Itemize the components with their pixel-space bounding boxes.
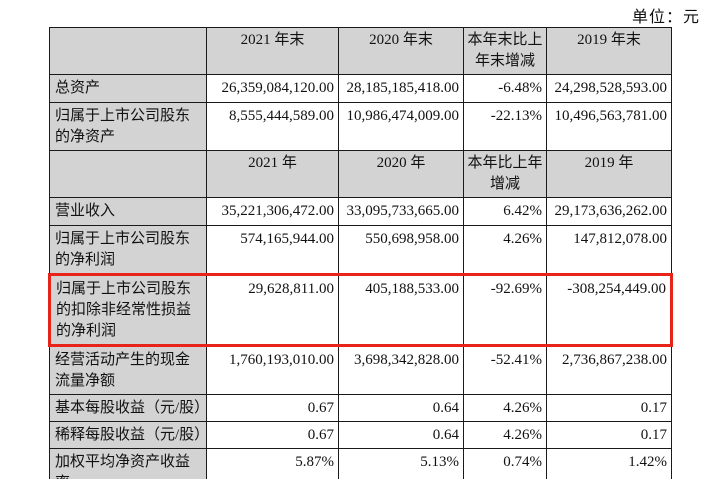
value-2020: 5.13% — [338, 448, 464, 479]
row-label: 营业收入 — [49, 197, 207, 226]
row-label: 总资产 — [49, 74, 207, 103]
value-2020: 405,188,533.00 — [338, 273, 464, 347]
value-2019: 147,812,078.00 — [546, 225, 672, 275]
table-row-weighted-average-roe: 加权平均净资产收益率 5.87% 5.13% 0.74% 1.42% — [49, 448, 672, 479]
value-2019: -308,254,449.00 — [546, 273, 673, 347]
value-2020: 550,698,958.00 — [338, 225, 464, 275]
value-change: -92.69% — [463, 273, 547, 347]
table-row-operating-revenue: 营业收入 35,221,306,472.00 33,095,733,665.00… — [49, 197, 672, 226]
value-2021: 0.67 — [206, 421, 339, 449]
value-change: 4.26% — [463, 225, 547, 275]
row-label: 基本每股收益（元/股） — [49, 394, 207, 422]
table-row-net-assets: 归属于上市公司股东的净资产 8,555,444,589.00 10,986,47… — [49, 102, 672, 151]
key-financial-data-table: 2021 年末 2020 年末 本年末比上年末增减 2019 年末 总资产 26… — [48, 27, 673, 479]
value-change: -6.48% — [463, 74, 547, 103]
value-2019: 1.42% — [546, 448, 672, 479]
value-change: -22.13% — [463, 102, 547, 151]
header-cell-empty — [49, 27, 207, 75]
table-header-year-end: 2021 年末 2020 年末 本年末比上年末增减 2019 年末 — [49, 27, 672, 75]
value-2020: 3,698,342,828.00 — [338, 345, 464, 395]
value-2019: 10,496,563,781.00 — [546, 102, 672, 151]
table-row-operating-cash-flow: 经营活动产生的现金流量净额 1,760,193,010.00 3,698,342… — [49, 345, 672, 395]
value-2020: 0.64 — [338, 421, 464, 449]
table-row-net-profit: 归属于上市公司股东的净利润 574,165,944.00 550,698,958… — [49, 225, 672, 275]
header-cell-2020-year-end: 2020 年末 — [338, 27, 464, 75]
header-cell-empty — [49, 150, 207, 198]
value-2019: 2,736,867,238.00 — [546, 345, 672, 395]
header-cell-2019: 2019 年 — [546, 150, 672, 198]
row-label: 归属于上市公司股东的扣除非经常性损益的净利润 — [48, 273, 207, 347]
value-2021: 5.87% — [206, 448, 339, 479]
value-2021: 0.67 — [206, 394, 339, 422]
value-2021: 35,221,306,472.00 — [206, 197, 339, 226]
value-2021: 574,165,944.00 — [206, 225, 339, 275]
value-2019: 24,298,528,593.00 — [546, 74, 672, 103]
highlighted-row-non-recurring-net-profit: 归属于上市公司股东的扣除非经常性损益的净利润 29,628,811.00 405… — [48, 273, 673, 347]
value-2020: 33,095,733,665.00 — [338, 197, 464, 226]
row-label: 经营活动产生的现金流量净额 — [49, 345, 207, 395]
row-label: 归属于上市公司股东的净资产 — [49, 102, 207, 151]
header-cell-yoy-year-end-change: 本年末比上年末增减 — [463, 27, 547, 75]
header-cell-2020: 2020 年 — [338, 150, 464, 198]
value-change: 0.74% — [463, 448, 547, 479]
header-cell-2021-year-end: 2021 年末 — [206, 27, 339, 75]
value-2021: 26,359,084,120.00 — [206, 74, 339, 103]
value-change: 4.26% — [463, 421, 547, 449]
table-row-total-assets: 总资产 26,359,084,120.00 28,185,185,418.00 … — [49, 74, 672, 103]
header-cell-2021: 2021 年 — [206, 150, 339, 198]
value-change: 4.26% — [463, 394, 547, 422]
value-2020: 0.64 — [338, 394, 464, 422]
header-cell-yoy-change: 本年比上年增减 — [463, 150, 547, 198]
table-row-basic-eps: 基本每股收益（元/股） 0.67 0.64 4.26% 0.17 — [49, 394, 672, 422]
row-label: 归属于上市公司股东的净利润 — [49, 225, 207, 275]
header-cell-2019-year-end: 2019 年末 — [546, 27, 672, 75]
value-2020: 10,986,474,009.00 — [338, 102, 464, 151]
value-change: -52.41% — [463, 345, 547, 395]
value-change: 6.42% — [463, 197, 547, 226]
unit-label: 单位：元 — [631, 9, 700, 26]
value-2019: 0.17 — [546, 421, 672, 449]
value-2021: 29,628,811.00 — [206, 273, 339, 347]
value-2020: 28,185,185,418.00 — [338, 74, 464, 103]
value-2019: 0.17 — [546, 394, 672, 422]
row-label: 加权平均净资产收益率 — [49, 448, 207, 479]
value-2021: 1,760,193,010.00 — [206, 345, 339, 395]
value-2019: 29,173,636,262.00 — [546, 197, 672, 226]
value-2021: 8,555,444,589.00 — [206, 102, 339, 151]
table-header-year: 2021 年 2020 年 本年比上年增减 2019 年 — [49, 150, 672, 198]
row-label: 稀释每股收益（元/股） — [49, 421, 207, 449]
table-row-diluted-eps: 稀释每股收益（元/股） 0.67 0.64 4.26% 0.17 — [49, 421, 672, 449]
